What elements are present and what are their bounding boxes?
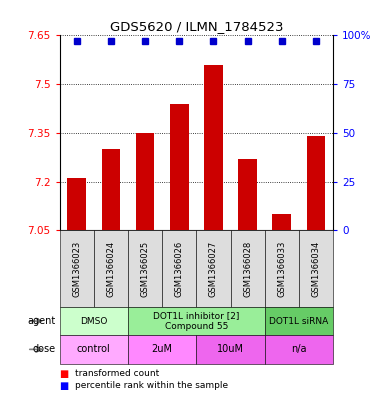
Text: GSM1366034: GSM1366034 <box>311 241 320 297</box>
Text: GSM1366023: GSM1366023 <box>72 241 81 297</box>
Bar <box>136 133 154 230</box>
Bar <box>67 178 86 230</box>
Text: control: control <box>77 344 111 354</box>
Text: dose: dose <box>33 344 56 354</box>
Text: GSM1366028: GSM1366028 <box>243 241 252 297</box>
Text: DOT1L inhibitor [2]
Compound 55: DOT1L inhibitor [2] Compound 55 <box>153 311 239 331</box>
Text: GSM1366026: GSM1366026 <box>175 241 184 297</box>
Text: 2uM: 2uM <box>152 344 173 354</box>
Text: GSM1366027: GSM1366027 <box>209 241 218 297</box>
Text: DOT1L siRNA: DOT1L siRNA <box>269 317 328 325</box>
Bar <box>306 136 325 230</box>
Bar <box>272 214 291 230</box>
Text: percentile rank within the sample: percentile rank within the sample <box>75 381 228 390</box>
Text: GDS5620 / ILMN_1784523: GDS5620 / ILMN_1784523 <box>110 20 283 33</box>
Text: agent: agent <box>28 316 56 326</box>
Bar <box>204 64 223 230</box>
Text: transformed count: transformed count <box>75 369 159 378</box>
Text: GSM1366025: GSM1366025 <box>141 241 150 297</box>
Text: DMSO: DMSO <box>80 317 107 325</box>
Text: ■: ■ <box>60 369 72 379</box>
Text: ■: ■ <box>60 381 72 391</box>
Text: GSM1366024: GSM1366024 <box>106 241 115 297</box>
Bar <box>170 104 189 230</box>
Bar <box>238 159 257 230</box>
Text: 10uM: 10uM <box>217 344 244 354</box>
Text: n/a: n/a <box>291 344 306 354</box>
Text: GSM1366033: GSM1366033 <box>277 241 286 297</box>
Bar <box>102 149 121 230</box>
